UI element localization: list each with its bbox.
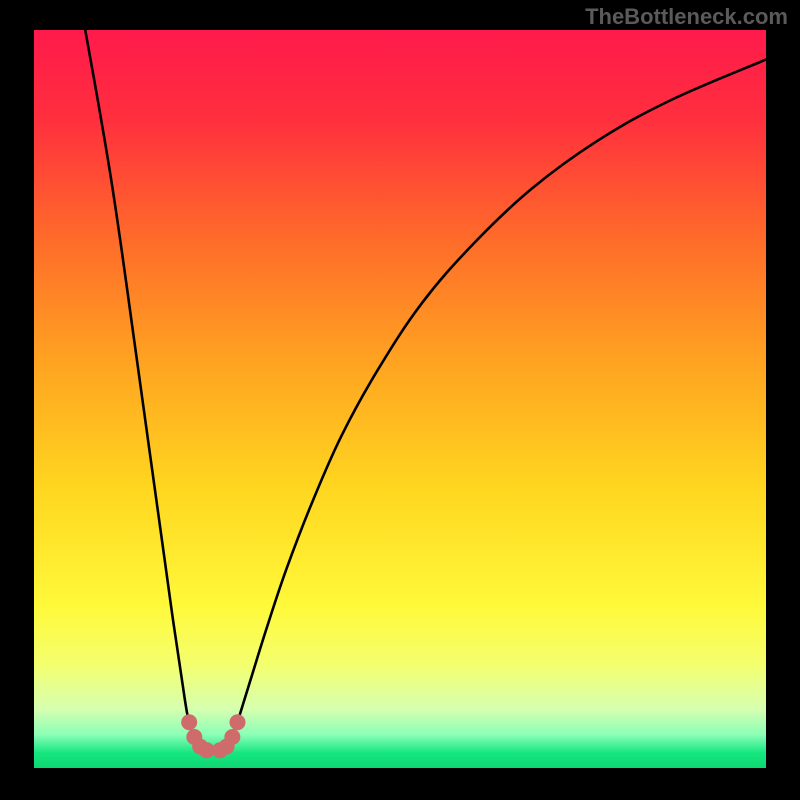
cusp-marker-left-0 xyxy=(181,714,197,730)
cusp-marker-right-3 xyxy=(229,714,245,730)
plot-area xyxy=(34,30,766,768)
curve-overlay xyxy=(34,30,766,768)
cusp-marker-right-2 xyxy=(224,729,240,745)
curve-left-branch xyxy=(85,30,193,736)
watermark-text: TheBottleneck.com xyxy=(585,4,788,30)
chart-root: TheBottleneck.com xyxy=(0,0,800,800)
curve-right-branch xyxy=(233,60,766,737)
